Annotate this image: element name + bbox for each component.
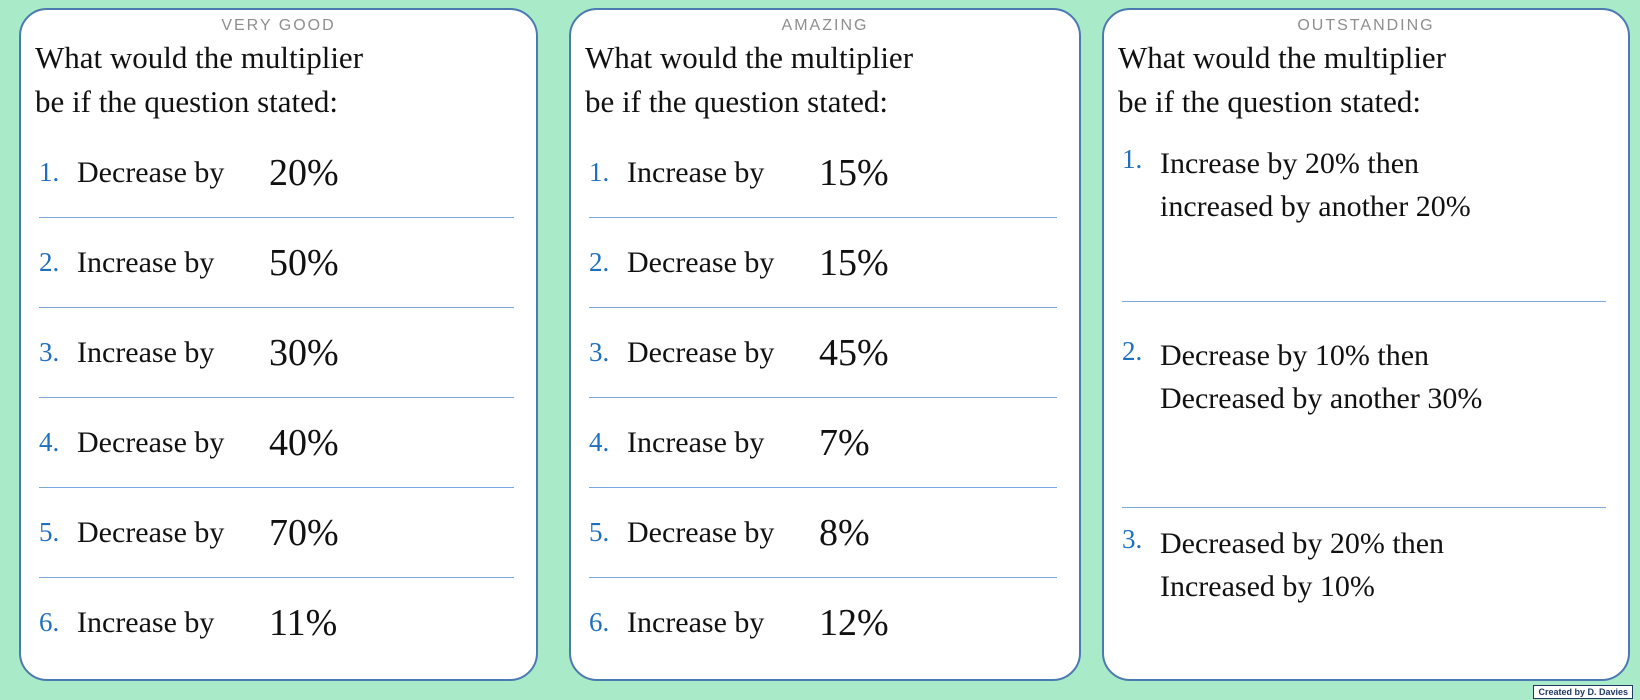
list-item: 1. Increase by 20% then increased by ano… xyxy=(1122,128,1606,302)
list-item: 3. Decreased by 20% then Increased by 10… xyxy=(1122,508,1606,608)
item-line2: Decreased by another 30% xyxy=(1160,382,1483,415)
item-number: 1. xyxy=(1122,144,1143,174)
list-item: 6. Increase by 12% xyxy=(589,578,1057,667)
item-action: Increase by xyxy=(627,425,765,459)
item-value: 50% xyxy=(269,241,339,284)
item-text: Decreased by 20% then Increased by 10% xyxy=(1160,522,1444,608)
list-item: 2. Increase by 50% xyxy=(39,218,514,308)
item-number: 2. xyxy=(589,247,610,277)
card-heading: What would the multiplier be if the ques… xyxy=(35,36,528,124)
card-title: OUTSTANDING xyxy=(1297,17,1435,34)
heading-line-1: What would the multiplier xyxy=(585,40,914,75)
item-action: Decrease by xyxy=(77,155,225,189)
list-item: 1. Decrease by 20% xyxy=(39,128,514,218)
item-number: 6. xyxy=(589,607,610,637)
heading-line-2: be if the question stated: xyxy=(1118,84,1422,119)
item-action: Increase by xyxy=(77,335,215,369)
card-amazing: AMAZING What would the multiplier be if … xyxy=(569,8,1081,681)
item-value: 20% xyxy=(269,151,339,194)
item-value: 11% xyxy=(269,601,338,644)
list-item: 6. Increase by 11% xyxy=(39,578,514,667)
item-line1: Decreased by 20% then xyxy=(1160,527,1445,560)
item-number: 5. xyxy=(589,517,610,547)
list-item: 3. Increase by 30% xyxy=(39,308,514,398)
item-number: 4. xyxy=(589,427,610,457)
item-action: Increase by xyxy=(627,605,765,639)
item-action: Increase by xyxy=(77,245,215,279)
item-line2: Increased by 10% xyxy=(1160,570,1375,603)
question-list: 1. Decrease by 20% 2. Increase by 50% 3.… xyxy=(39,128,514,667)
item-number: 4. xyxy=(39,427,60,457)
item-value: 15% xyxy=(819,151,889,194)
item-text: Increase by 20% then increased by anothe… xyxy=(1160,142,1471,228)
card-title: AMAZING xyxy=(781,17,869,34)
item-value: 7% xyxy=(819,421,870,464)
item-number: 2. xyxy=(39,247,60,277)
card-very-good: VERY GOOD What would the multiplier be i… xyxy=(19,8,538,681)
item-text: Decrease by 10% then Decreased by anothe… xyxy=(1160,334,1482,420)
list-item: 4. Increase by 7% xyxy=(589,398,1057,488)
item-number: 2. xyxy=(1122,336,1143,366)
heading-line-1: What would the multiplier xyxy=(35,40,364,75)
list-item: 5. Decrease by 8% xyxy=(589,488,1057,578)
list-item: 3. Decrease by 45% xyxy=(589,308,1057,398)
item-number: 3. xyxy=(39,337,60,367)
item-action: Decrease by xyxy=(627,335,775,369)
item-action: Decrease by xyxy=(77,425,225,459)
heading-line-1: What would the multiplier xyxy=(1118,40,1447,75)
card-heading: What would the multiplier be if the ques… xyxy=(1118,36,1620,124)
card-outstanding: OUTSTANDING What would the multiplier be… xyxy=(1102,8,1630,681)
list-item: 2. Decrease by 15% xyxy=(589,218,1057,308)
item-value: 8% xyxy=(819,511,870,554)
item-number: 1. xyxy=(589,157,610,187)
item-action: Decrease by xyxy=(627,515,775,549)
card-title: VERY GOOD xyxy=(221,17,336,34)
item-action: Increase by xyxy=(77,605,215,639)
list-item: 5. Decrease by 70% xyxy=(39,488,514,578)
heading-line-2: be if the question stated: xyxy=(35,84,339,119)
item-number: 5. xyxy=(39,517,60,547)
item-value: 30% xyxy=(269,331,339,374)
list-item: 2. Decrease by 10% then Decreased by ano… xyxy=(1122,302,1606,508)
item-number: 1. xyxy=(39,157,60,187)
item-number: 3. xyxy=(1122,524,1143,554)
credit-badge: Created by D. Davies xyxy=(1533,685,1633,699)
item-action: Increase by xyxy=(627,155,765,189)
item-value: 15% xyxy=(819,241,889,284)
heading-line-2: be if the question stated: xyxy=(585,84,889,119)
list-item: 4. Decrease by 40% xyxy=(39,398,514,488)
item-value: 45% xyxy=(819,331,889,374)
question-list: 1. Increase by 20% then increased by ano… xyxy=(1122,128,1606,667)
question-list: 1. Increase by 15% 2. Decrease by 15% 3.… xyxy=(589,128,1057,667)
item-value: 12% xyxy=(819,601,889,644)
item-line1: Decrease by 10% then xyxy=(1160,339,1430,372)
item-value: 40% xyxy=(269,421,339,464)
item-value: 70% xyxy=(269,511,339,554)
list-item: 1. Increase by 15% xyxy=(589,128,1057,218)
item-line2: increased by another 20% xyxy=(1160,190,1471,223)
item-number: 6. xyxy=(39,607,60,637)
item-number: 3. xyxy=(589,337,610,367)
item-action: Decrease by xyxy=(627,245,775,279)
item-action: Decrease by xyxy=(77,515,225,549)
card-heading: What would the multiplier be if the ques… xyxy=(585,36,1071,124)
item-line1: Increase by 20% then xyxy=(1160,147,1420,180)
